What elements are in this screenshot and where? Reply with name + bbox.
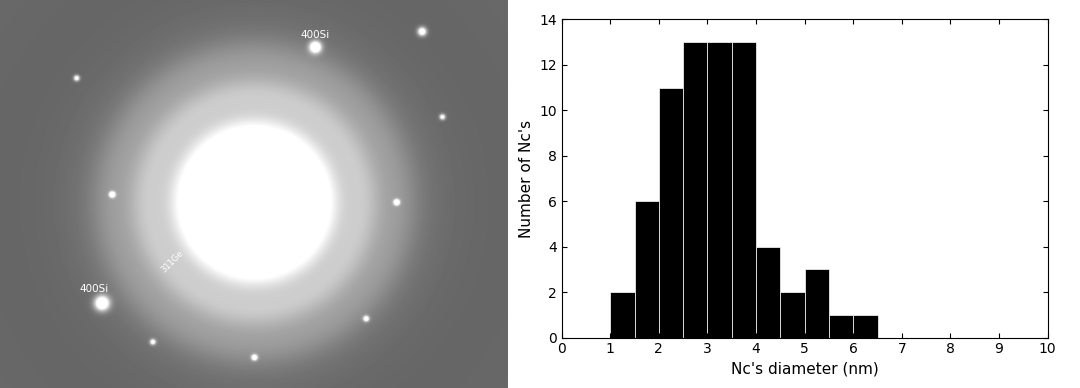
Y-axis label: Number of Nc's: Number of Nc's bbox=[518, 120, 534, 237]
Bar bbox=[829, 315, 853, 338]
Text: 220Ge: 220Ge bbox=[188, 226, 214, 251]
Text: 111Ge: 111Ge bbox=[224, 199, 248, 224]
Bar bbox=[732, 42, 756, 338]
Bar bbox=[610, 292, 635, 338]
Bar bbox=[805, 269, 829, 338]
Bar bbox=[756, 247, 780, 338]
Bar bbox=[707, 42, 732, 338]
Bar bbox=[659, 88, 683, 338]
Bar bbox=[684, 42, 707, 338]
Bar bbox=[635, 201, 659, 338]
Bar bbox=[853, 315, 877, 338]
Text: 311Ge: 311Ge bbox=[160, 249, 186, 275]
Text: 400Si: 400Si bbox=[300, 30, 329, 40]
Bar bbox=[780, 292, 805, 338]
X-axis label: Nc's diameter (nm): Nc's diameter (nm) bbox=[731, 362, 878, 377]
Text: 400Si: 400Si bbox=[79, 284, 108, 294]
